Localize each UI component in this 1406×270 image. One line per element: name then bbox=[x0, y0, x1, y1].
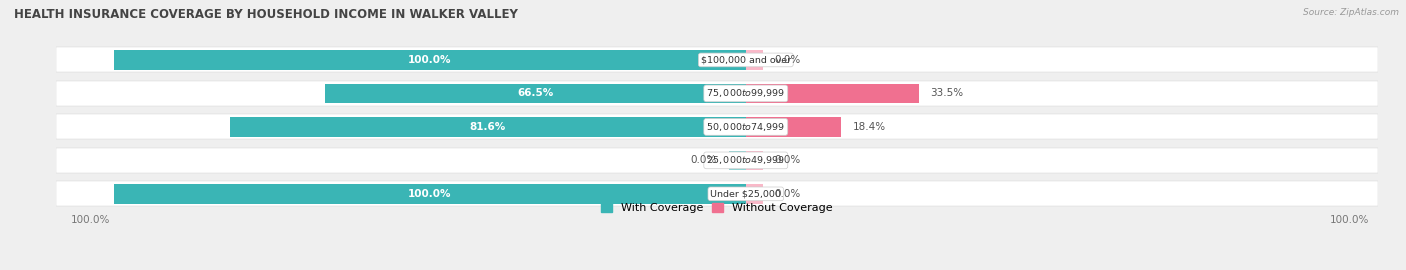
Text: $100,000 and over: $100,000 and over bbox=[700, 55, 790, 65]
Bar bbox=[745, 50, 763, 70]
Bar bbox=[745, 84, 920, 103]
Text: $50,000 to $74,999: $50,000 to $74,999 bbox=[706, 121, 786, 133]
Text: 0.0%: 0.0% bbox=[775, 55, 801, 65]
Text: 0.0%: 0.0% bbox=[775, 155, 801, 166]
Text: 0.0%: 0.0% bbox=[690, 155, 717, 166]
Text: $75,000 to $99,999: $75,000 to $99,999 bbox=[706, 87, 786, 99]
Text: 81.6%: 81.6% bbox=[470, 122, 506, 132]
Bar bbox=[56, 48, 1378, 72]
Text: 66.5%: 66.5% bbox=[517, 88, 554, 99]
Bar bbox=[56, 181, 1378, 207]
Bar bbox=[728, 151, 745, 170]
Bar bbox=[231, 117, 745, 137]
Bar bbox=[56, 148, 1378, 173]
Text: 0.0%: 0.0% bbox=[775, 189, 801, 199]
Text: $25,000 to $49,999: $25,000 to $49,999 bbox=[706, 154, 786, 166]
Bar bbox=[56, 114, 1378, 139]
Bar bbox=[325, 84, 745, 103]
Bar bbox=[745, 151, 763, 170]
Legend: With Coverage, Without Coverage: With Coverage, Without Coverage bbox=[602, 203, 832, 213]
Text: 100.0%: 100.0% bbox=[408, 189, 451, 199]
Bar bbox=[114, 50, 745, 70]
Text: 18.4%: 18.4% bbox=[852, 122, 886, 132]
Bar bbox=[56, 81, 1378, 106]
Text: Under $25,000: Under $25,000 bbox=[710, 189, 782, 198]
Text: HEALTH INSURANCE COVERAGE BY HOUSEHOLD INCOME IN WALKER VALLEY: HEALTH INSURANCE COVERAGE BY HOUSEHOLD I… bbox=[14, 8, 517, 21]
Bar bbox=[114, 184, 745, 204]
Bar bbox=[745, 117, 841, 137]
Text: Source: ZipAtlas.com: Source: ZipAtlas.com bbox=[1303, 8, 1399, 17]
Text: 33.5%: 33.5% bbox=[931, 88, 963, 99]
Bar bbox=[745, 184, 763, 204]
Text: 100.0%: 100.0% bbox=[408, 55, 451, 65]
